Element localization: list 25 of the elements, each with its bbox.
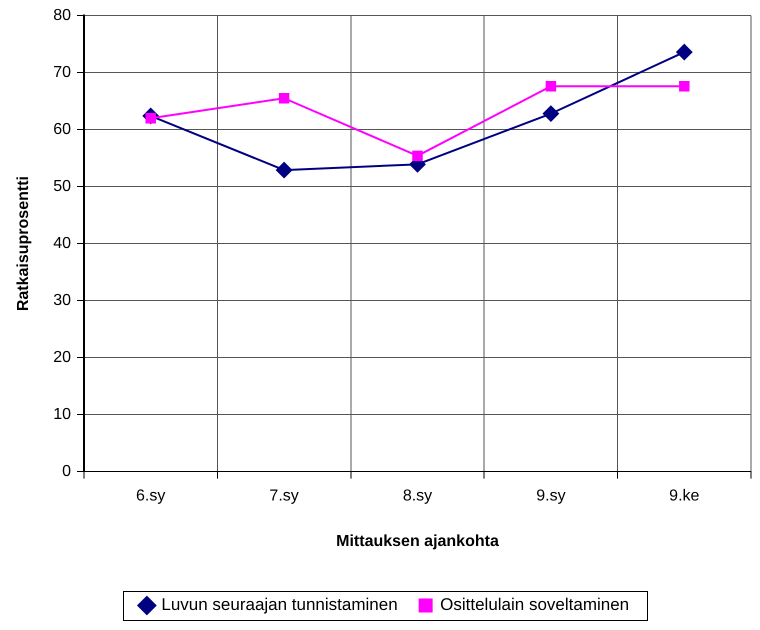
y-tick-label: 50: [53, 178, 72, 196]
y-tick-label: 80: [53, 7, 72, 24]
y-axis-title: Ratkaisuprosentti: [15, 176, 32, 312]
point: [679, 81, 690, 92]
x-tick-label: 6.sy: [136, 488, 166, 505]
point: [412, 150, 423, 162]
legend-label: Osittelulain soveltaminen: [440, 595, 630, 614]
x-tick-label: 9.sy: [536, 488, 566, 505]
legend-label: Luvun seuraajan tunnistaminen: [161, 595, 398, 614]
y-tick-label: 20: [53, 349, 72, 366]
y-tick-label: 0: [62, 463, 72, 480]
x-axis-title: Mittauksen ajankohta: [336, 532, 499, 550]
y-tick-label: 10: [53, 406, 72, 424]
point: [542, 106, 559, 122]
x-tick-label: 8.sy: [402, 488, 432, 505]
point: [276, 162, 292, 178]
x-tick-label: 9.ke: [669, 488, 700, 505]
y-tick-label: 30: [53, 292, 72, 310]
point: [546, 81, 556, 92]
point: [278, 93, 290, 104]
point: [676, 44, 692, 60]
x-tick-label: 7.sy: [269, 488, 299, 505]
y-tick-label: 70: [53, 64, 72, 82]
y-tick-label: 40: [53, 235, 72, 252]
y-tick-label: 60: [53, 121, 72, 138]
